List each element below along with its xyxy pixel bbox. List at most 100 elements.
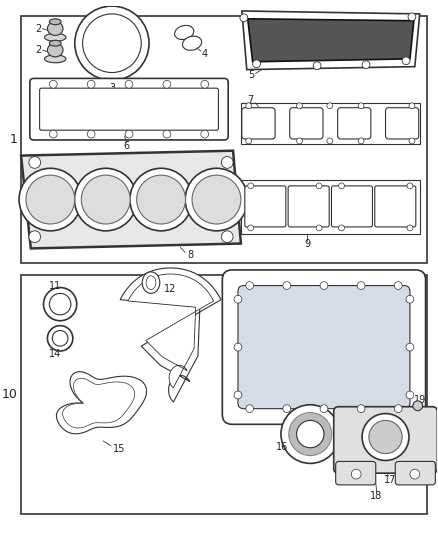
FancyBboxPatch shape bbox=[223, 270, 426, 424]
Bar bbox=[241, 180, 420, 234]
Ellipse shape bbox=[49, 19, 61, 25]
Circle shape bbox=[253, 60, 261, 68]
Ellipse shape bbox=[183, 36, 201, 50]
Circle shape bbox=[297, 421, 324, 448]
Polygon shape bbox=[63, 378, 135, 428]
Circle shape bbox=[320, 281, 328, 289]
Bar bbox=[21, 16, 427, 263]
Circle shape bbox=[49, 130, 57, 138]
FancyBboxPatch shape bbox=[245, 186, 286, 227]
Circle shape bbox=[75, 6, 149, 80]
Circle shape bbox=[246, 103, 252, 109]
Circle shape bbox=[26, 175, 75, 224]
Polygon shape bbox=[21, 151, 241, 248]
Circle shape bbox=[221, 231, 233, 243]
Circle shape bbox=[43, 287, 77, 321]
Circle shape bbox=[339, 225, 344, 231]
Circle shape bbox=[410, 469, 420, 479]
Circle shape bbox=[320, 405, 328, 413]
Polygon shape bbox=[242, 11, 420, 70]
Text: 10: 10 bbox=[1, 388, 17, 401]
FancyBboxPatch shape bbox=[242, 108, 275, 139]
Circle shape bbox=[283, 405, 291, 413]
Circle shape bbox=[362, 414, 409, 461]
Circle shape bbox=[246, 405, 254, 413]
Text: 15: 15 bbox=[113, 444, 125, 454]
Circle shape bbox=[185, 168, 248, 231]
Circle shape bbox=[83, 14, 141, 72]
FancyBboxPatch shape bbox=[332, 186, 372, 227]
Polygon shape bbox=[120, 268, 221, 402]
Text: 14: 14 bbox=[49, 349, 61, 359]
Circle shape bbox=[327, 103, 333, 109]
FancyBboxPatch shape bbox=[375, 186, 416, 227]
Text: 6: 6 bbox=[124, 141, 130, 151]
Ellipse shape bbox=[47, 22, 63, 35]
Circle shape bbox=[362, 61, 370, 69]
Bar bbox=[241, 103, 420, 144]
Bar bbox=[21, 275, 427, 514]
Ellipse shape bbox=[175, 26, 194, 39]
Polygon shape bbox=[57, 372, 147, 434]
FancyBboxPatch shape bbox=[39, 88, 219, 130]
FancyBboxPatch shape bbox=[334, 407, 437, 473]
Text: 5: 5 bbox=[248, 70, 255, 80]
Circle shape bbox=[357, 281, 365, 289]
Circle shape bbox=[406, 295, 414, 303]
Circle shape bbox=[409, 103, 415, 109]
Circle shape bbox=[394, 281, 402, 289]
Circle shape bbox=[406, 391, 414, 399]
Circle shape bbox=[52, 330, 68, 346]
Circle shape bbox=[87, 80, 95, 88]
Circle shape bbox=[201, 130, 208, 138]
Circle shape bbox=[29, 157, 41, 168]
Circle shape bbox=[339, 183, 344, 189]
Circle shape bbox=[316, 183, 322, 189]
Circle shape bbox=[137, 175, 186, 224]
Circle shape bbox=[248, 183, 254, 189]
Circle shape bbox=[163, 80, 171, 88]
FancyBboxPatch shape bbox=[385, 108, 419, 139]
Circle shape bbox=[357, 405, 365, 413]
Circle shape bbox=[246, 281, 254, 289]
Circle shape bbox=[402, 57, 410, 64]
Circle shape bbox=[394, 405, 402, 413]
Circle shape bbox=[406, 343, 414, 351]
Text: 2: 2 bbox=[35, 23, 42, 34]
Circle shape bbox=[351, 469, 361, 479]
Text: 13: 13 bbox=[318, 417, 330, 427]
Circle shape bbox=[283, 281, 291, 289]
Circle shape bbox=[313, 62, 321, 70]
Text: 17: 17 bbox=[384, 475, 396, 485]
Circle shape bbox=[74, 168, 137, 231]
Text: 7: 7 bbox=[247, 95, 254, 105]
Circle shape bbox=[234, 295, 242, 303]
Circle shape bbox=[413, 401, 423, 410]
Circle shape bbox=[407, 225, 413, 231]
Text: 16: 16 bbox=[276, 442, 288, 452]
Circle shape bbox=[408, 13, 416, 21]
Text: 8: 8 bbox=[187, 251, 193, 260]
Circle shape bbox=[19, 168, 81, 231]
Ellipse shape bbox=[47, 43, 63, 57]
Circle shape bbox=[49, 80, 57, 88]
Ellipse shape bbox=[45, 55, 66, 63]
Circle shape bbox=[407, 183, 413, 189]
FancyBboxPatch shape bbox=[338, 108, 371, 139]
Circle shape bbox=[281, 405, 339, 463]
Circle shape bbox=[201, 80, 208, 88]
Polygon shape bbox=[248, 19, 414, 62]
Circle shape bbox=[234, 343, 242, 351]
Circle shape bbox=[192, 175, 241, 224]
Polygon shape bbox=[128, 274, 214, 388]
Circle shape bbox=[358, 138, 364, 144]
Circle shape bbox=[316, 225, 322, 231]
Circle shape bbox=[358, 103, 364, 109]
Ellipse shape bbox=[142, 272, 160, 293]
Circle shape bbox=[248, 225, 254, 231]
Circle shape bbox=[240, 14, 248, 22]
Circle shape bbox=[234, 391, 242, 399]
Circle shape bbox=[289, 413, 332, 456]
Circle shape bbox=[130, 168, 192, 231]
Ellipse shape bbox=[146, 276, 156, 289]
